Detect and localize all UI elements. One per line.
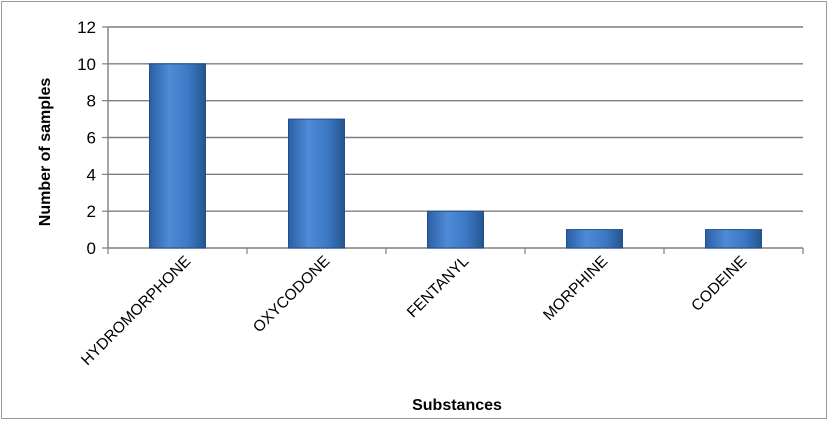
x-tick-label: FENTANYL [404, 253, 473, 322]
bar-oxycodone [288, 118, 345, 249]
y-axis-title: Number of samples [37, 78, 54, 227]
y-tick-label: 10 [77, 55, 96, 74]
bar-fentanyl [427, 210, 484, 249]
bars [149, 63, 762, 249]
bar-hydromorphone [149, 63, 206, 249]
x-tick-labels: HYDROMORPHONE OXYCODONE FENTANYL MORPHINE CO… [78, 253, 750, 369]
y-tick-label: 6 [87, 129, 96, 148]
x-tick-label: MORPHINE [540, 253, 611, 324]
y-tick-label: 0 [87, 239, 96, 258]
y-tick-label: 8 [87, 92, 96, 111]
y-tick-label: 12 [77, 18, 96, 37]
y-tick-label: 2 [87, 202, 96, 221]
gridlines [108, 26, 803, 212]
x-tick-label: CODEINE [688, 253, 750, 315]
bar-codeine [705, 229, 762, 249]
x-tick-label: HYDROMORPHONE [78, 253, 194, 369]
y-tick-labels: 0 2 4 6 8 10 12 [77, 18, 96, 258]
bar-morphine [566, 229, 623, 249]
x-tick-label: OXYCODONE [250, 253, 333, 336]
x-axis-title: Substances [412, 397, 502, 414]
y-tick-label: 4 [87, 165, 96, 184]
